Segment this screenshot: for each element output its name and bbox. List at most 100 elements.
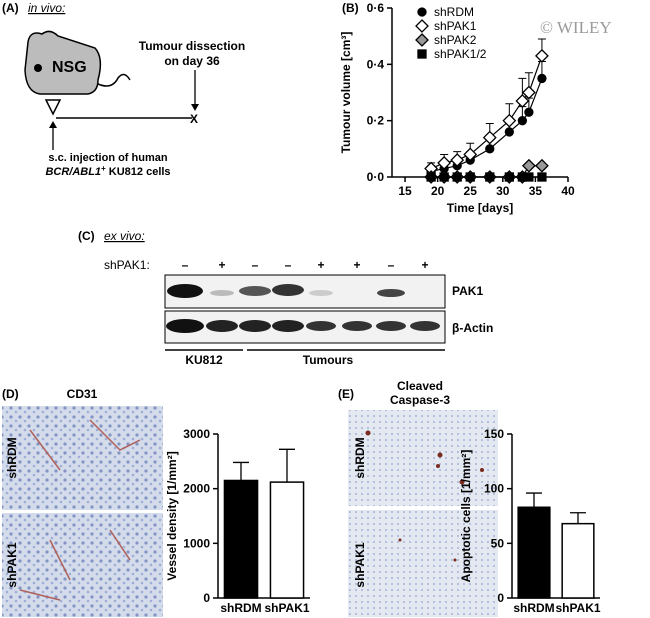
x-tick-label: shRDM: [220, 601, 261, 615]
x-tick-label: 15: [398, 184, 412, 198]
point: [517, 116, 528, 126]
error-bar: [233, 461, 249, 481]
lane-sign: –: [388, 258, 395, 272]
band-label: PAK1: [452, 284, 483, 298]
point: [502, 113, 517, 128]
point: [535, 48, 549, 63]
lane-sign: +: [218, 258, 225, 272]
histology-image: [348, 510, 498, 617]
panel-label: (A): [2, 1, 19, 15]
y-tick-label: 3000: [183, 427, 210, 441]
legend-marker: [415, 33, 429, 47]
end-marker: X: [190, 112, 198, 126]
point: [439, 172, 449, 182]
point: [535, 158, 549, 173]
x-tick-label: shPAK1: [555, 601, 600, 615]
panel-title: in vivo:: [28, 1, 65, 15]
dissection-text: Tumour dissection: [139, 39, 245, 53]
y-tick-label: 0·6: [367, 1, 385, 15]
x-tick-label: shPAK1: [264, 601, 309, 615]
point: [515, 94, 530, 108]
point: [524, 172, 534, 182]
stain-title: CD31: [67, 387, 98, 401]
x-tick-label: shRDM: [513, 601, 554, 615]
point: [465, 172, 475, 182]
gene-name: BCR/ABL1: [45, 166, 101, 178]
lane-sign: –: [285, 258, 292, 272]
legend-label: shPAK2: [434, 33, 477, 47]
point: [463, 147, 478, 162]
mouse-icon: [24, 30, 131, 95]
point: [485, 144, 495, 154]
point: [504, 172, 514, 182]
legend-marker: [417, 49, 427, 59]
x-tick-label: 20: [431, 184, 445, 198]
y-tick-label: 1000: [183, 536, 210, 550]
point: [482, 130, 497, 145]
y-axis-label: Apoptotic cells [1/mm²]: [459, 450, 473, 583]
x-axis-label: Time [days]: [447, 201, 513, 215]
image-label: shPAK1: [5, 542, 19, 587]
point: [437, 155, 452, 170]
cell-line: KU812 cells: [106, 166, 171, 178]
image-label: shRDM: [5, 437, 19, 478]
x-tick-label: 25: [464, 184, 478, 198]
y-tick-label: 100: [484, 482, 504, 496]
point: [485, 172, 495, 182]
band-label: β-Actin: [452, 321, 493, 335]
point: [450, 153, 465, 168]
error-bar: [526, 492, 542, 508]
lane-sign: +: [421, 258, 428, 272]
stain-title: Cleaved: [397, 379, 443, 393]
panel-label: (B): [342, 1, 359, 15]
panel-title: ex vivo:: [104, 229, 145, 243]
y-tick-label: 0: [203, 591, 210, 605]
point: [537, 172, 547, 182]
bar: [561, 522, 595, 599]
point: [524, 107, 534, 117]
y-axis-label: Vessel density [1/mm²]: [165, 451, 179, 580]
bar: [269, 481, 305, 599]
group-label: KU812: [185, 353, 223, 367]
arrow-head: [191, 104, 199, 111]
legend-marker: [415, 19, 429, 33]
y-tick-label: 150: [484, 427, 504, 441]
point: [521, 85, 536, 100]
y-tick-label: 2000: [183, 482, 210, 496]
error-bar: [570, 512, 586, 524]
group-label: Tumours: [303, 353, 354, 367]
stain: [365, 430, 484, 562]
legend-label: shRDM: [434, 5, 474, 19]
panel-label: (D): [2, 387, 19, 401]
watermark: © WILEY: [540, 18, 612, 37]
y-tick-label: 0·4: [367, 57, 385, 71]
bar: [223, 479, 259, 599]
y-tick-label: 50: [491, 536, 505, 550]
histology-image: [348, 410, 498, 506]
image-label: shRDM: [353, 437, 367, 478]
y-tick-label: 0·2: [367, 114, 385, 128]
stain-title: Caspase-3: [390, 393, 450, 407]
point: [537, 73, 547, 84]
arrow-head: [49, 121, 57, 128]
histology-image: [2, 513, 163, 617]
lane-sign: –: [182, 258, 189, 272]
x-tick-label: 40: [561, 184, 575, 198]
image-label: shPAK1: [353, 542, 367, 587]
blot: [164, 274, 446, 344]
point: [521, 158, 536, 173]
panel-label: (C): [78, 229, 95, 243]
injection-text: s.c. injection of human: [48, 152, 167, 164]
x-tick-label: 30: [496, 184, 510, 198]
y-tick-label: 0: [497, 591, 504, 605]
point: [452, 172, 462, 182]
point: [426, 172, 436, 182]
lane-sign: +: [353, 258, 360, 272]
row-label: shPAK1:: [104, 258, 150, 272]
lane-sign: –: [252, 258, 259, 272]
y-tick-label: 0·0: [367, 170, 385, 184]
panel-label: (E): [338, 387, 354, 401]
lane-sign: +: [317, 258, 324, 272]
injection-marker: [44, 99, 62, 116]
